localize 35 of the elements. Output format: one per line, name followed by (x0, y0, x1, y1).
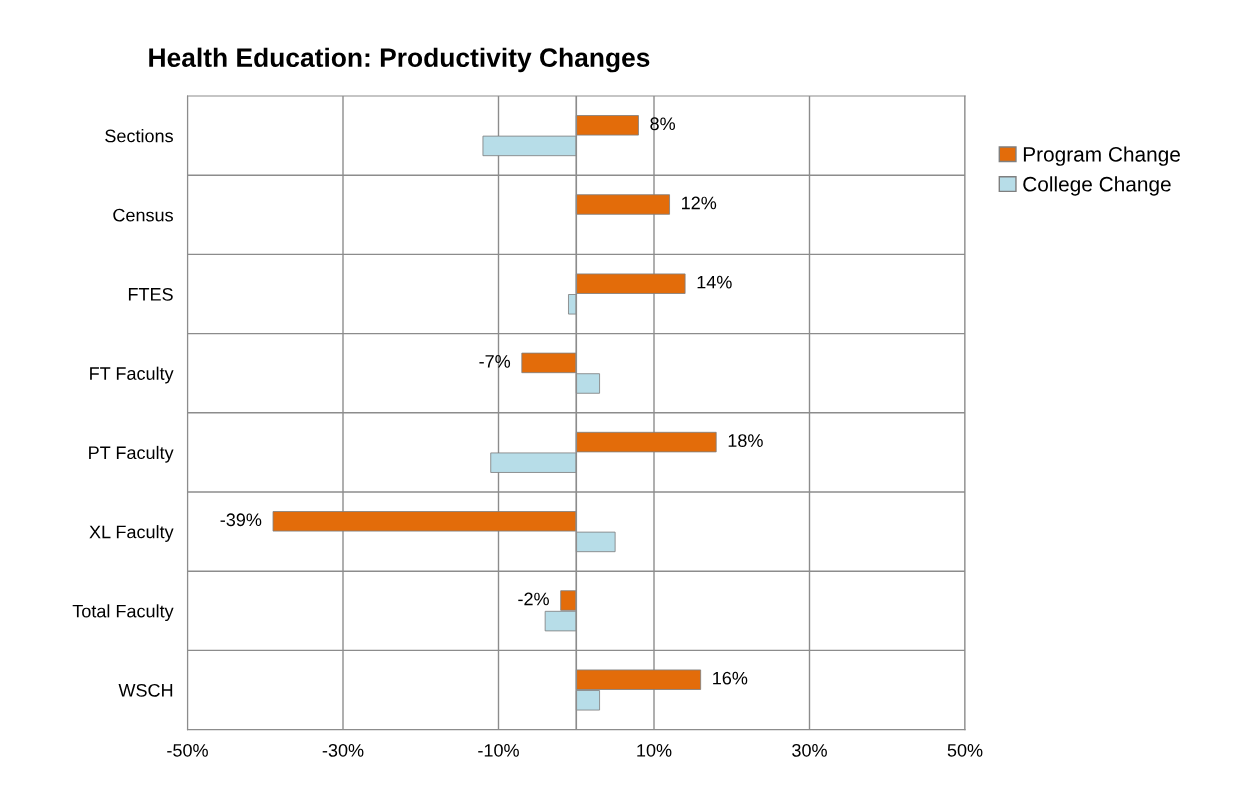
data-label: 8% (650, 117, 676, 131)
data-label: -39% (220, 513, 262, 527)
x-tick-label: -50% (167, 743, 208, 757)
x-tick-label: -30% (322, 743, 364, 757)
bar (575, 194, 670, 215)
x-tick-label: 50% (947, 743, 983, 757)
x-tick-label: 10% (637, 743, 672, 757)
y-tick-label: Sections (105, 129, 173, 143)
bar (490, 452, 577, 473)
y-tick-label: WSCH (118, 683, 173, 697)
bar (575, 431, 717, 453)
y-tick-label: FTES (128, 287, 173, 301)
data-label: 12% (682, 196, 717, 210)
x-tick-label: -10% (478, 743, 519, 757)
y-tick-label: PT Faculty (89, 445, 174, 463)
bar (575, 373, 600, 394)
bar (575, 273, 686, 294)
bar (575, 115, 639, 136)
bar (521, 352, 577, 374)
bar (575, 531, 616, 553)
y-tick-label: FT Faculty (90, 366, 174, 384)
y-tick-label: XL Faculty (89, 525, 174, 542)
y-tick-label: Total Faculty (72, 604, 174, 622)
x-tick-label: 30% (792, 743, 827, 757)
data-label: 16% (713, 671, 748, 685)
bar (272, 511, 577, 532)
legend-label: College Change (1023, 176, 1171, 196)
y-tick-label: Census (113, 208, 173, 222)
legend-label: Program Change (1023, 146, 1180, 166)
data-label: 14% (697, 275, 732, 289)
data-label: -7% (479, 355, 511, 368)
bar (482, 135, 577, 157)
chart-title: Health Education: Productivity Changes (149, 47, 650, 73)
data-label: 18% (728, 434, 763, 447)
data-label: -2% (518, 592, 549, 606)
